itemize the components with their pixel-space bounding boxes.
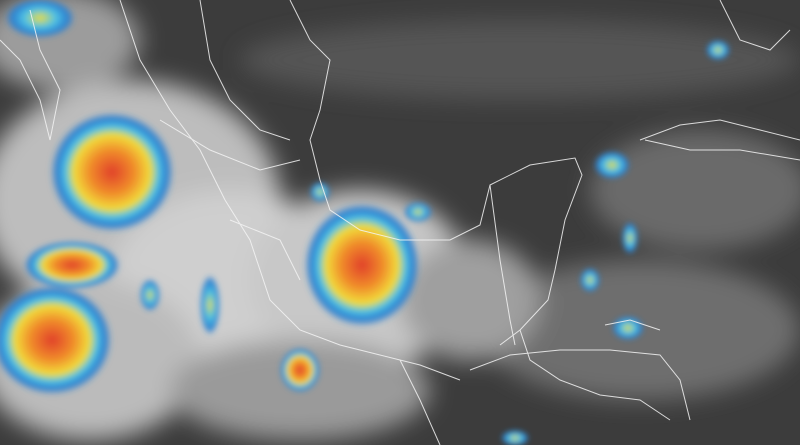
storm-cell-gulf (304, 203, 420, 327)
storm-cell-pacific (0, 285, 112, 395)
storm-cells (0, 0, 730, 445)
storm-cell-northwest (50, 112, 174, 232)
storm-cell-pacific-north (24, 241, 120, 289)
storm-cell-oaxaca (280, 348, 320, 392)
